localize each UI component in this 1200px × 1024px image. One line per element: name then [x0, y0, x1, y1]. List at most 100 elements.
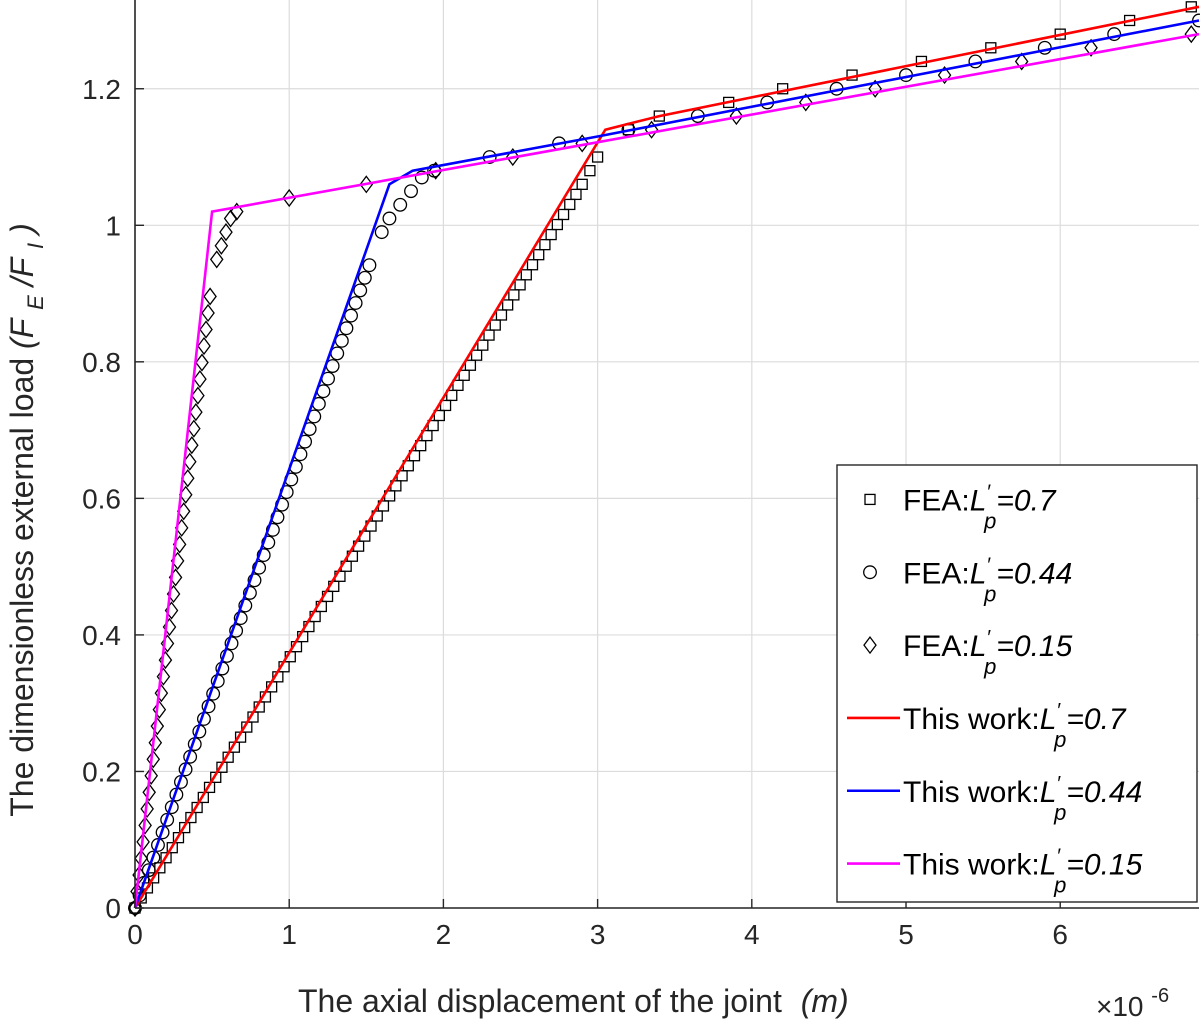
data-point-circle	[348, 296, 363, 310]
data-point-square	[584, 165, 596, 177]
series-6	[133, 32, 1200, 909]
data-point-diamond	[868, 79, 882, 98]
data-point-diamond	[154, 684, 169, 703]
data-point-diamond	[193, 369, 207, 389]
legend-item: This work:L′ p=0.44	[847, 773, 1142, 825]
data-point-square	[533, 249, 545, 261]
x-tick-label: 4	[744, 919, 760, 950]
data-point-square	[526, 259, 539, 271]
x-axis-label-text: The axial displacement of the joint	[298, 983, 782, 1019]
data-point-circle	[393, 197, 408, 212]
data-point-circle	[414, 170, 429, 185]
legend-swatch-square	[864, 493, 876, 506]
data-point-square	[564, 198, 576, 211]
data-point-square	[470, 349, 483, 361]
y-axis-label: The dimensionless external load (F E /F …	[4, 223, 50, 816]
data-point-circle	[404, 184, 418, 199]
series-line	[133, 32, 1200, 909]
data-point-square	[539, 238, 551, 251]
data-point-diamond	[1014, 52, 1029, 71]
x-exponent-base: ×10	[1096, 991, 1144, 1022]
data-point-square	[495, 309, 508, 321]
grid	[134, 0, 1199, 909]
y-axis-label-sub-e: E	[23, 295, 48, 310]
data-point-square	[545, 228, 557, 241]
y-tick-label: 0.8	[82, 347, 121, 378]
data-point-square	[464, 359, 477, 371]
data-point-square	[557, 208, 570, 221]
data-point-square	[172, 831, 185, 844]
series-line	[133, 19, 1200, 909]
data-point-circle	[261, 535, 276, 550]
data-point-square	[477, 339, 489, 351]
data-point-circle	[362, 258, 377, 273]
data-point-diamond	[148, 733, 163, 752]
data-point-diamond	[937, 66, 952, 85]
data-point-square	[160, 852, 172, 864]
data-point-diamond	[729, 106, 744, 126]
y-tick-label: 0.4	[82, 620, 121, 651]
y-axis-label-sub-i: I	[23, 243, 48, 249]
data-point-diamond	[359, 175, 374, 194]
legend: FEA:L′ p=0.7 FEA:L′ p=0.44 FEA:L′ p=0.15 This …	[836, 464, 1198, 903]
x-tick-label: 2	[436, 919, 452, 950]
x-tick-label: 3	[590, 919, 606, 950]
x-tick-label: 1	[281, 919, 297, 950]
data-point-square	[502, 299, 514, 311]
x-exponent-power: -6	[1151, 985, 1169, 1007]
data-point-diamond	[282, 188, 297, 208]
x-tick-label: 0	[127, 919, 143, 950]
y-axis-label-slash: /F	[4, 255, 40, 288]
data-point-square	[777, 83, 789, 95]
x-axis-exponent: ×10 -6	[1096, 985, 1169, 1022]
x-tick-label: 6	[1052, 919, 1068, 950]
data-point-diamond	[191, 386, 205, 405]
data-point-diamond	[798, 93, 813, 112]
data-point-diamond	[197, 336, 211, 356]
data-point-diamond	[140, 799, 154, 818]
legend-item: FEA:L′ p=0.15	[863, 627, 1073, 679]
data-point-diamond	[136, 832, 150, 851]
legend-item: This work:L′ p=0.15	[847, 846, 1143, 898]
data-point-circle	[344, 308, 358, 323]
legend-label: FEA:L′ p=0.44	[903, 554, 1072, 606]
y-axis-label-text: The dimensionless external load	[4, 358, 40, 817]
legend-item: This work:L′ p=0.7	[847, 700, 1127, 752]
series-line	[133, 5, 1200, 909]
data-point-square	[439, 399, 452, 412]
data-point-square	[591, 151, 604, 163]
data-point-circle	[252, 560, 267, 575]
legend-item: FEA:L′ p=0.7	[864, 481, 1057, 533]
data-point-diamond	[214, 236, 229, 255]
legend-swatch-circle	[863, 565, 877, 580]
data-point-diamond	[146, 750, 161, 769]
data-point-diamond	[187, 419, 201, 438]
data-point-circle	[151, 838, 165, 852]
y-tick-label: 1	[105, 210, 121, 241]
legend-label: This work:L′ p=0.15	[903, 846, 1143, 898]
data-point-square	[191, 801, 203, 814]
data-point-diamond	[138, 816, 152, 835]
data-point-square	[458, 369, 470, 381]
data-point-diamond	[505, 147, 520, 167]
data-point-diamond	[128, 898, 142, 918]
data-point-square	[508, 289, 520, 301]
data-point-diamond	[201, 303, 215, 323]
data-point-square	[427, 419, 439, 432]
data-point-circle	[242, 585, 257, 600]
y-tick-label: 0	[105, 893, 121, 924]
series-5	[133, 19, 1200, 909]
x-axis-label-unit: (m)	[801, 983, 849, 1019]
y-tick-label: 0.2	[82, 756, 121, 787]
legend-swatch-diamond	[863, 635, 877, 655]
data-point-square	[520, 269, 532, 281]
data-point-square	[452, 379, 464, 392]
data-point-circle	[247, 573, 262, 588]
legend-label: FEA:L′ p=0.15	[903, 627, 1073, 679]
data-point-square	[446, 389, 458, 402]
data-point-diamond	[1184, 25, 1199, 44]
data-point-circle	[233, 611, 248, 626]
data-point-square	[576, 178, 588, 190]
legend-item: FEA:L′ p=0.44	[863, 554, 1072, 606]
